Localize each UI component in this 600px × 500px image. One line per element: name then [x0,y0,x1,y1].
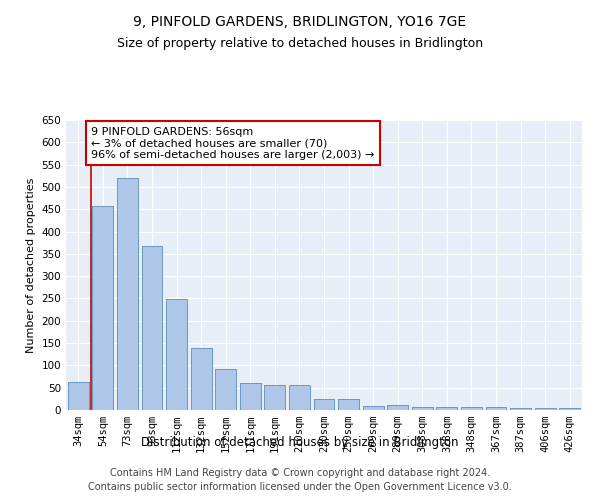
Bar [289,386,310,410]
Bar [314,399,334,410]
Bar [191,348,212,410]
Text: Contains public sector information licensed under the Open Government Licence v3: Contains public sector information licen… [88,482,512,492]
Bar [436,407,457,410]
Bar [68,382,89,410]
Bar [412,407,433,410]
Text: 9 PINFOLD GARDENS: 56sqm
← 3% of detached houses are smaller (70)
96% of semi-de: 9 PINFOLD GARDENS: 56sqm ← 3% of detache… [91,126,374,160]
Bar [387,405,408,410]
Bar [338,400,359,410]
Text: Contains HM Land Registry data © Crown copyright and database right 2024.: Contains HM Land Registry data © Crown c… [110,468,490,477]
Bar [265,384,286,410]
Y-axis label: Number of detached properties: Number of detached properties [26,178,36,352]
Bar [142,246,163,410]
Bar [510,408,531,410]
Text: 9, PINFOLD GARDENS, BRIDLINGTON, YO16 7GE: 9, PINFOLD GARDENS, BRIDLINGTON, YO16 7G… [133,15,467,29]
Bar [485,408,506,410]
Bar [117,178,138,410]
Bar [559,408,580,410]
Text: Distribution of detached houses by size in Bridlington: Distribution of detached houses by size … [141,436,459,449]
Bar [461,408,482,410]
Text: Size of property relative to detached houses in Bridlington: Size of property relative to detached ho… [117,38,483,51]
Bar [240,383,261,410]
Bar [362,406,383,410]
Bar [92,206,113,410]
Bar [535,408,556,410]
Bar [215,368,236,410]
Bar [166,300,187,410]
